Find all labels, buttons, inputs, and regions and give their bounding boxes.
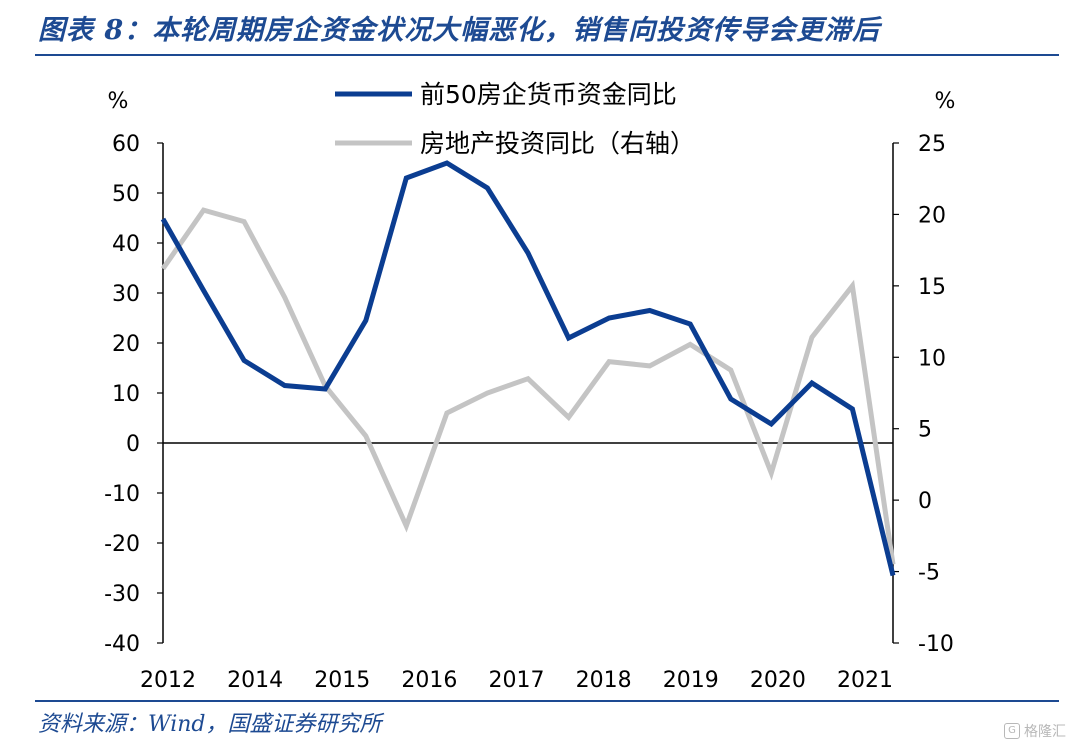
x-tick-label: 2017 [489,668,545,693]
left-tick-label: 20 [112,332,140,357]
legend-item-developer-cash-label: 前50房企货币资金同比 [420,80,677,109]
left-tick-label: 60 [112,132,140,157]
series-line-investment [160,207,896,565]
left-tick-label: 50 [112,182,140,207]
right-tick-label: 5 [918,418,932,443]
left-tick-label: -40 [104,632,140,657]
left-tick-label: -30 [104,582,140,607]
right-tick-label: -5 [918,561,940,586]
x-tick-label: 2016 [401,668,457,693]
x-tick-label: 2020 [750,668,806,693]
right-tick-label: 10 [918,346,946,371]
right-tick-label: -10 [918,632,954,657]
source-rule [35,700,1059,702]
watermark: G 格隆汇 [1004,721,1066,741]
right-axis-unit: % [935,89,956,114]
watermark-text: 格隆汇 [1024,724,1066,740]
figure-title: 图表 8：本轮周期房企资金状况大幅恶化，销售向投资传导会更滞后 [38,15,881,46]
title-rule [35,54,1059,56]
left-axis-unit: % [108,89,129,114]
x-tick-label: 2015 [314,668,370,693]
left-tick-label: -20 [104,532,140,557]
left-tick-label: -10 [104,482,140,507]
x-tick-label: 2021 [837,668,893,693]
x-tick-label: 2019 [663,668,719,693]
series-line-developer-cash [160,160,896,577]
left-tick-label: 30 [112,282,140,307]
left-tick-label: 40 [112,232,140,257]
left-tick-label: 0 [126,432,140,457]
left-tick-label: 10 [112,382,140,407]
x-tick-label: 2012 [140,668,196,693]
right-tick-label: 20 [918,203,946,228]
source-note: 资料来源：Wind，国盛证券研究所 [38,712,382,737]
watermark-logo-icon: G [1004,723,1020,739]
legend-item-investment-label: 房地产投资同比（右轴） [420,129,695,158]
right-tick-label: 25 [918,132,946,157]
right-tick-label: 0 [918,489,932,514]
x-tick-label: 2014 [227,668,283,693]
right-tick-label: 15 [918,275,946,300]
x-tick-label: 2018 [576,668,632,693]
